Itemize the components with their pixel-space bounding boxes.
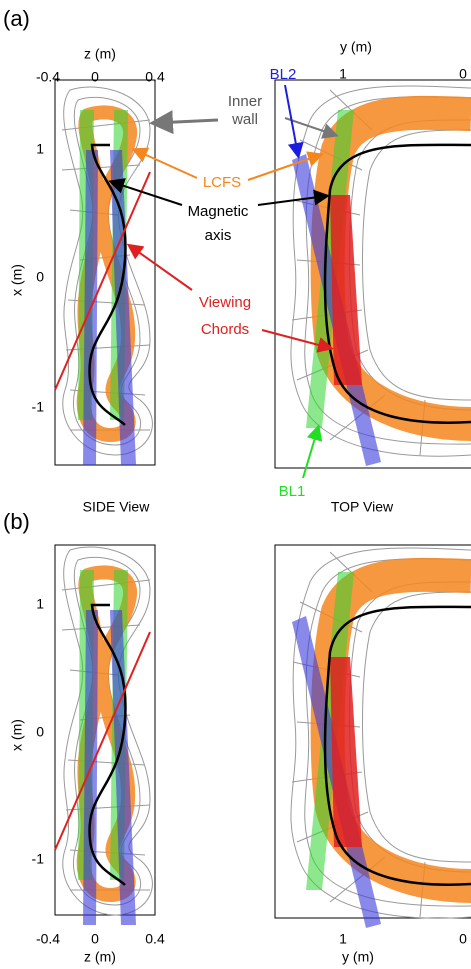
panel-label: (b) [3, 509, 30, 534]
top-plot [291, 86, 471, 466]
x-label: x (m) [9, 264, 25, 296]
arrow [284, 117, 339, 139]
y-tick: 0 [459, 66, 467, 82]
x-tick: 0 [36, 269, 44, 285]
x-tick: -1 [32, 399, 45, 415]
x-label: x (m) [9, 719, 25, 751]
z-tick: -0.4 [36, 69, 60, 85]
arrow [108, 178, 183, 206]
y-label: y (m) [340, 39, 372, 55]
annotation: BL2 [270, 66, 297, 83]
y-tick: 0 [459, 931, 467, 947]
annotation: Inner [228, 93, 262, 110]
annotation: BL1 [279, 483, 306, 500]
x-tick: -1 [32, 851, 45, 867]
x-tick: 1 [36, 596, 44, 612]
y-tick: 1 [339, 931, 347, 947]
annotation: Chords [201, 321, 249, 338]
side-frame [54, 79, 156, 466]
arrow [149, 110, 219, 135]
z-tick: 0 [91, 931, 99, 947]
z-label: z (m) [84, 46, 116, 62]
arrow [284, 84, 304, 159]
y-tick: 1 [339, 66, 347, 82]
annotation: Viewing [199, 294, 251, 311]
arrow [131, 147, 198, 179]
x-tick: 0 [36, 724, 44, 740]
side-frame [54, 544, 156, 916]
z-label: z (m) [84, 949, 116, 965]
top-plot [291, 548, 471, 928]
annotation: LCFS [203, 174, 241, 191]
y-label: y (m) [342, 949, 374, 965]
arrow [257, 189, 330, 206]
z-tick: 0.4 [145, 931, 165, 947]
arrow [126, 243, 193, 291]
x-tick: 1 [36, 141, 44, 157]
arrow [302, 424, 323, 479]
annotation: axis [205, 227, 232, 244]
side-plot [55, 87, 152, 465]
annotation: Magnetic [188, 203, 249, 220]
top-frame [274, 79, 471, 469]
z-tick: 0 [91, 69, 99, 85]
view-title: TOP View [331, 499, 394, 515]
z-tick: 0.4 [145, 69, 165, 85]
arrow [261, 329, 334, 353]
view-title: SIDE View [83, 499, 151, 515]
side-plot [55, 547, 152, 925]
annotation: wall [231, 111, 258, 128]
arrow [247, 151, 324, 181]
z-tick: -0.4 [36, 931, 60, 947]
panel-label: (a) [3, 6, 30, 31]
